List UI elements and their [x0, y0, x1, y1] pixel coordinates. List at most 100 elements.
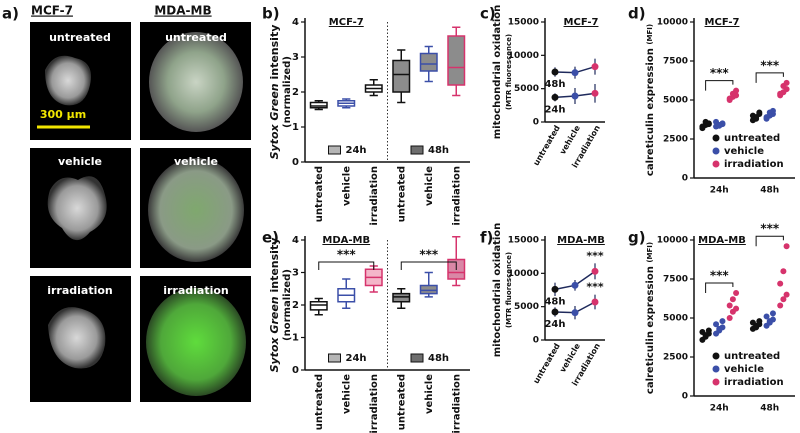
data-point: [719, 121, 726, 128]
column-header: MCF-7: [31, 4, 73, 18]
data-point: [749, 319, 756, 326]
data-point: [769, 310, 776, 317]
y-axis-label: calreticulin expression (MFI): [645, 24, 656, 176]
y-axis-sublabel: (normalized): [282, 269, 293, 341]
legend-label: irradiation: [724, 159, 784, 170]
x-tick-label: untreated: [314, 166, 325, 222]
data-point: [769, 107, 776, 114]
panel-label: g): [628, 229, 646, 247]
y-tick-label: 5000: [514, 84, 539, 94]
chart-title: MCF-7: [564, 17, 599, 28]
data-point: [571, 281, 579, 289]
y-tick-label: 7500: [663, 57, 688, 67]
x-tick-label: untreated: [396, 374, 407, 430]
data-point: [756, 109, 763, 116]
y-tick-label: 2500: [663, 353, 688, 363]
spheroid: [47, 176, 107, 241]
data-point: [763, 313, 770, 320]
legend-marker: [712, 147, 720, 155]
y-axis-label: Sytox Green intensity: [268, 238, 281, 373]
significance-bracket: [705, 80, 734, 91]
legend-label: 24h: [346, 353, 367, 364]
significance-label: ***: [586, 249, 604, 262]
y-tick-label: 0: [533, 336, 539, 346]
data-point: [591, 63, 599, 71]
x-tick-label: irradiation: [369, 166, 380, 226]
x-tick-label: irradiation: [451, 374, 462, 433]
significance-label: ***: [710, 66, 730, 80]
data-point: [705, 121, 712, 128]
data-point: [726, 302, 733, 309]
box: [309, 301, 328, 311]
y-tick-label: 0: [292, 365, 299, 376]
panel-label: b): [262, 5, 280, 23]
y-tick-label: 10000: [657, 18, 688, 28]
legend-label: untreated: [724, 351, 780, 362]
y-axis-label-text: mitochondrial oxidation: [492, 223, 503, 358]
image-label: irradiation: [163, 284, 229, 297]
legend-marker: [712, 352, 720, 360]
panel-label: c): [480, 5, 496, 23]
data-point: [783, 291, 790, 298]
y-tick-label: 15000: [508, 18, 539, 28]
data-point: [780, 296, 787, 303]
data-point: [777, 280, 784, 287]
data-point: [719, 318, 726, 325]
data-point: [591, 298, 599, 306]
data-point: [551, 285, 559, 293]
significance-bracket: [318, 261, 375, 270]
spheroid: [45, 55, 91, 106]
significance-label: ***: [337, 248, 357, 262]
data-point: [705, 327, 712, 334]
data-point: [713, 321, 720, 328]
significance-label: ***: [586, 281, 604, 294]
data-point: [766, 318, 773, 325]
data-point: [777, 302, 784, 309]
y-axis-label: mitochondrial oxidation: [492, 5, 503, 140]
significance-bracket: [755, 72, 784, 83]
significance-bracket: [705, 282, 734, 294]
image-label: untreated: [165, 31, 227, 44]
box: [392, 59, 411, 93]
box: [419, 284, 438, 295]
box: [309, 101, 328, 109]
data-point: [753, 115, 760, 122]
data-point: [726, 95, 733, 102]
y-tick-label: 1: [292, 122, 299, 133]
panel-label: d): [628, 5, 646, 23]
y-tick-label: 10000: [508, 269, 539, 279]
x-tick-label: 48h: [760, 404, 779, 414]
y-axis-label-text: intensity: [268, 25, 281, 80]
panel-a: a) MCF-7 MDA-MB untreated untreated vehi…: [2, 4, 251, 402]
legend-marker: [712, 378, 720, 386]
box: [419, 52, 438, 72]
x-tick-label: 24h: [710, 404, 729, 414]
legend-label: 48h: [428, 145, 449, 156]
y-axis-label-unit: (MFI): [646, 24, 654, 45]
y-tick-label: 10000: [657, 236, 688, 246]
legend-marker: [712, 365, 720, 373]
y-axis-label-text: calreticulin expression: [645, 266, 656, 394]
data-point: [783, 79, 790, 86]
legend-label: 48h: [428, 353, 449, 364]
legend-swatch: [328, 145, 341, 155]
series-label: 48h: [544, 296, 565, 307]
x-tick-label: vehicle: [341, 374, 352, 414]
data-point: [551, 93, 559, 101]
chart-title: MDA-MB: [698, 235, 746, 246]
x-tick-label: vehicle: [341, 166, 352, 206]
legend-label: untreated: [724, 133, 780, 144]
data-point: [780, 268, 787, 275]
data-point: [702, 332, 709, 339]
y-axis-sublabel: (normalized): [282, 56, 293, 128]
legend-label: irradiation: [724, 377, 784, 388]
y-tick-label: 1: [292, 333, 299, 344]
panel-label: a): [2, 5, 19, 23]
data-point: [699, 123, 706, 130]
y-tick-label: 3: [292, 268, 299, 279]
data-point: [591, 89, 599, 97]
x-tick-label: vehicle: [424, 374, 435, 414]
x-tick-label: untreated: [532, 124, 562, 168]
box: [447, 35, 466, 86]
